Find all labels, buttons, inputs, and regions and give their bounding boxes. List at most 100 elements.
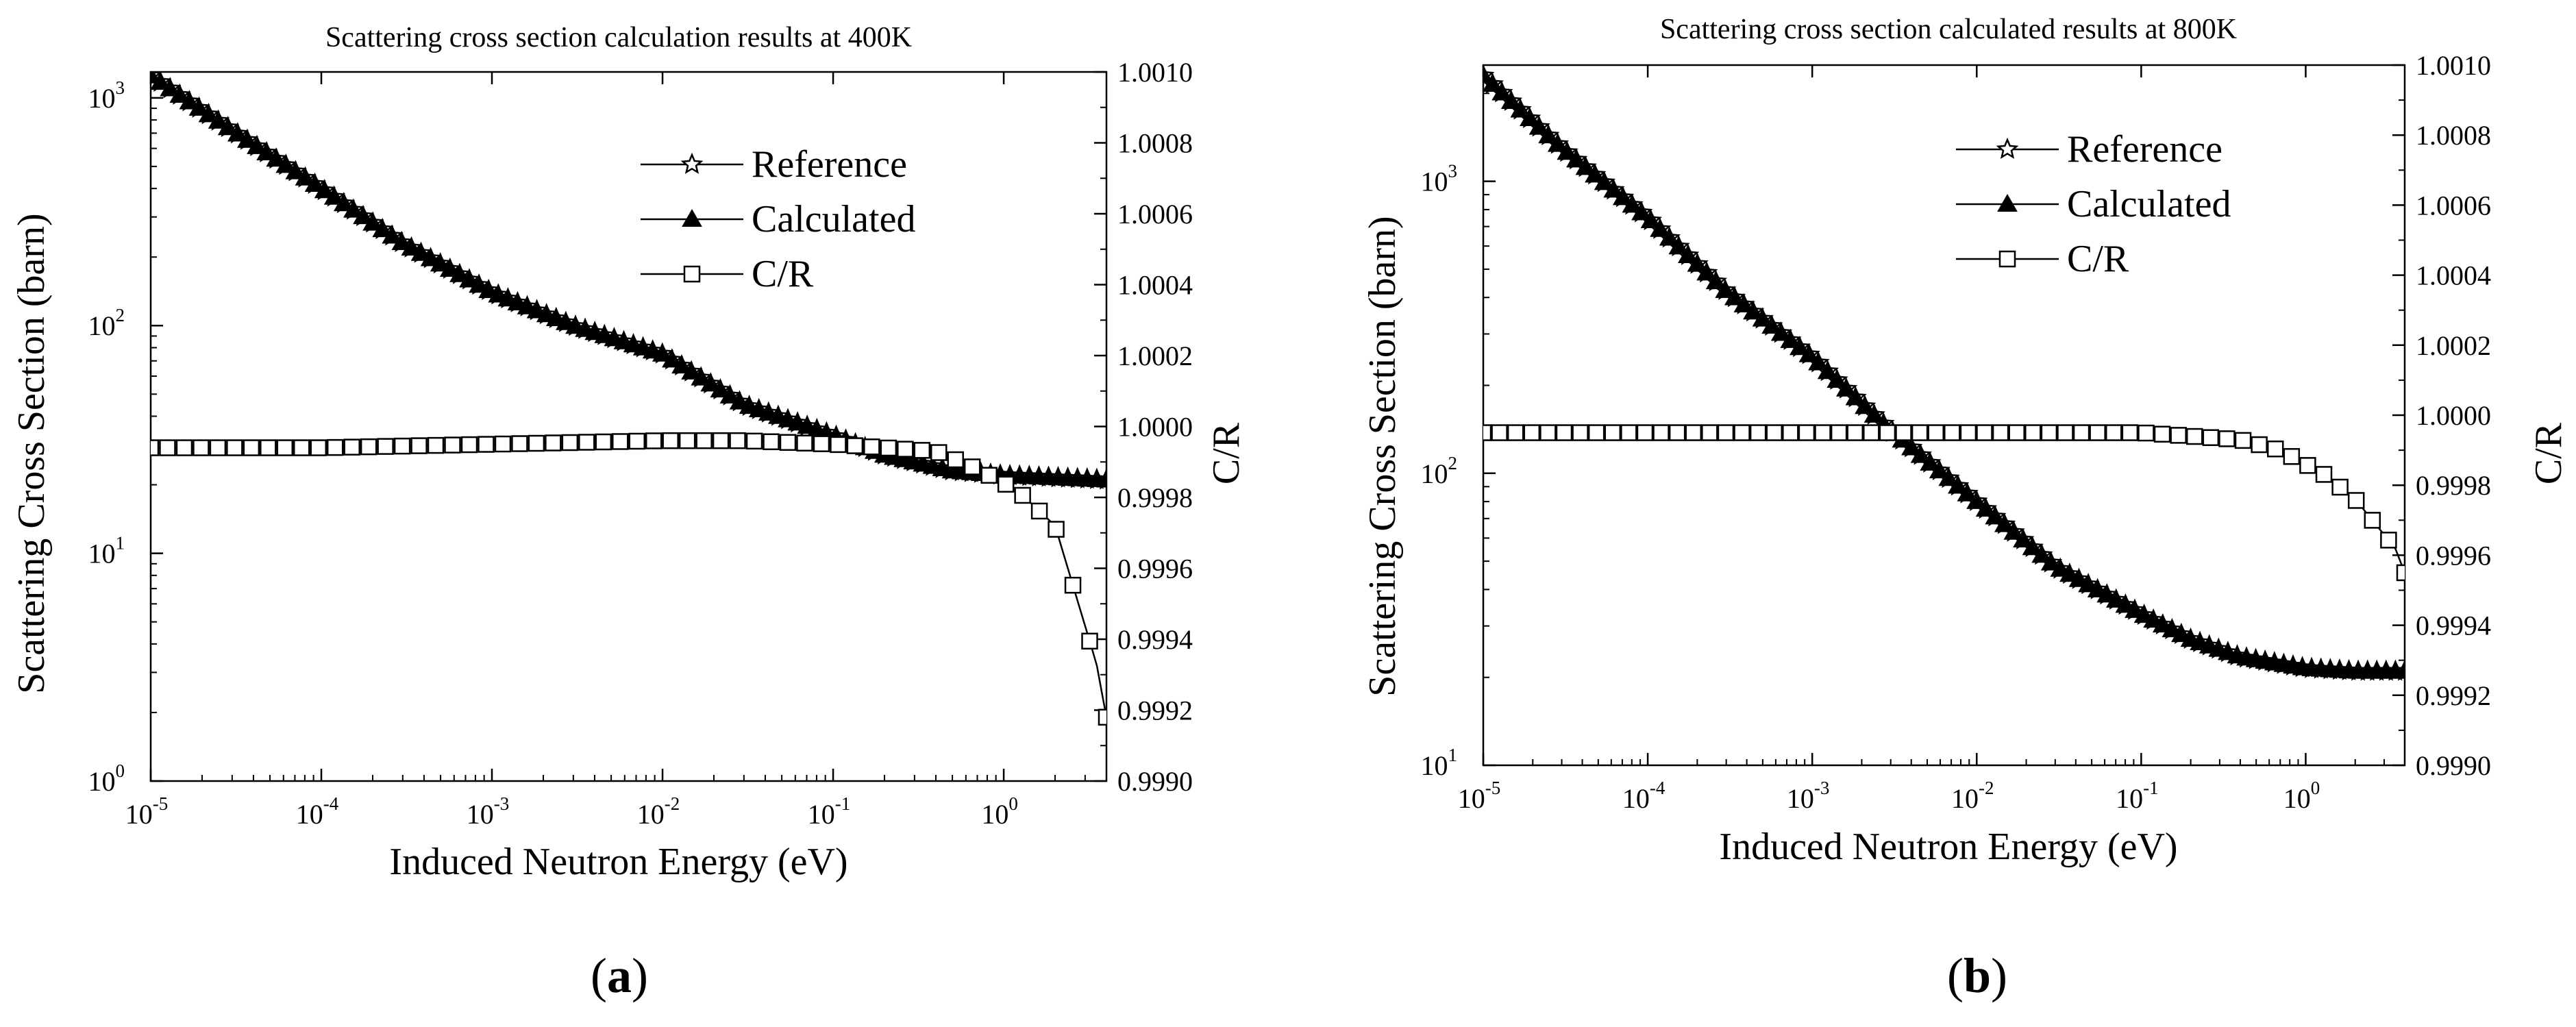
data-point xyxy=(2266,441,2284,458)
data-point xyxy=(159,439,176,456)
data-point xyxy=(449,264,470,282)
data-point xyxy=(1855,396,1875,414)
series-c-r xyxy=(151,432,1106,726)
data-point xyxy=(1863,424,1880,441)
data-point xyxy=(612,433,629,450)
series-line xyxy=(151,439,1106,718)
data-point xyxy=(295,167,316,186)
data-point xyxy=(681,361,702,380)
data-point xyxy=(275,155,297,173)
data-point xyxy=(1789,337,1810,356)
y2-tick-label: 0.9998 xyxy=(2416,470,2491,501)
data-point xyxy=(1650,219,1670,237)
x-tick-label: 10-4 xyxy=(1622,778,1665,814)
series-layer xyxy=(151,72,1106,726)
data-point xyxy=(545,434,562,451)
data-point xyxy=(1048,521,1065,538)
data-point xyxy=(880,439,897,457)
y2-axis-label: C/R xyxy=(1205,422,1248,484)
plot-area: 10-5 10-4 10-3 10-2 10-1 1001011021030.99900.… xyxy=(1421,50,2492,814)
data-point xyxy=(1975,499,1996,517)
data-point xyxy=(1491,82,1513,101)
y2-tick-label: 0.9996 xyxy=(2416,540,2491,571)
x-tick-label: 100 xyxy=(2283,778,2320,814)
y2-tick-label: 1.0010 xyxy=(1117,57,1193,88)
data-point xyxy=(662,432,679,449)
data-point xyxy=(1678,245,1698,263)
data-point xyxy=(1557,142,1578,160)
series-line xyxy=(1483,432,2405,573)
data-point xyxy=(1927,424,1944,441)
data-point xyxy=(360,438,377,456)
y2-tick-label: 0.9998 xyxy=(1117,482,1193,513)
data-point xyxy=(1014,486,1031,504)
data-point xyxy=(247,136,267,154)
data-point xyxy=(2234,432,2252,449)
data-point xyxy=(266,149,287,167)
y2-tick-label: 1.0008 xyxy=(1117,128,1193,159)
data-point xyxy=(1622,195,1643,213)
y-tick-label: 101 xyxy=(88,533,125,569)
legend-marker xyxy=(1996,137,2019,159)
data-point xyxy=(1959,424,1977,441)
series-line xyxy=(1483,75,2405,672)
data-point xyxy=(1766,424,1783,441)
legend-marker xyxy=(680,152,704,174)
data-point xyxy=(1895,424,1912,441)
y2-tick-label: 1.0006 xyxy=(2416,190,2491,221)
data-point xyxy=(310,439,327,456)
panel-label: (b) xyxy=(1947,948,2007,1003)
data-point xyxy=(645,432,662,449)
y2-axis: 0.9990 0.9992 0.9994 0.9996 0.9998 1.0000 1.00… xyxy=(2392,50,2491,781)
data-point xyxy=(897,441,914,458)
series-line xyxy=(151,75,1106,481)
data-point xyxy=(947,451,964,469)
data-point xyxy=(930,444,948,461)
data-point xyxy=(1668,424,1686,441)
y2-tick-label: 1.0000 xyxy=(2416,400,2491,431)
data-point xyxy=(511,435,528,452)
data-point xyxy=(1507,424,1524,441)
data-point xyxy=(1098,708,1106,726)
y2-tick-label: 0.9996 xyxy=(1117,554,1193,584)
legend-label: Calculated xyxy=(752,198,915,240)
data-point xyxy=(1863,404,1885,423)
data-point xyxy=(410,243,432,261)
y-axis: 100 101 102 103 xyxy=(88,77,163,797)
data-point xyxy=(1929,460,1950,479)
data-point xyxy=(2040,552,2061,571)
x-tick-label: 10-2 xyxy=(637,793,680,830)
chart-panel-a: Scattering cross section calculation res… xyxy=(10,22,1248,1003)
data-point xyxy=(1938,468,1959,486)
legend-marker xyxy=(683,265,701,283)
series-calculated xyxy=(151,72,1106,488)
data-point xyxy=(595,433,612,451)
data-point xyxy=(2185,428,2203,445)
data-point xyxy=(2331,478,2349,496)
x-axis-label: Induced Neutron Energy (eV) xyxy=(1719,826,2177,868)
x-axis: 10-5 10-4 10-3 10-2 10-1 100 xyxy=(1458,65,2405,814)
y2-tick-label: 1.0010 xyxy=(2416,50,2491,81)
data-point xyxy=(578,434,595,451)
chart-title: Scattering cross section calculation res… xyxy=(325,22,912,53)
data-point xyxy=(1631,202,1652,221)
y2-tick-label: 1.0002 xyxy=(2416,330,2491,361)
y-tick-label: 103 xyxy=(88,77,125,114)
data-point xyxy=(1520,108,1540,127)
data-point xyxy=(179,91,200,110)
data-point xyxy=(1539,424,1557,441)
data-point xyxy=(393,437,411,455)
data-point xyxy=(1901,437,1922,456)
data-point xyxy=(729,432,746,449)
data-point xyxy=(401,237,422,256)
data-point xyxy=(2022,537,2043,556)
legend-label: Reference xyxy=(752,143,907,186)
data-point xyxy=(1798,344,1820,362)
data-point xyxy=(846,437,864,454)
data-point xyxy=(1705,271,1726,290)
data-point xyxy=(430,253,451,272)
data-point xyxy=(2013,529,2033,547)
data-point xyxy=(813,435,830,452)
y-tick-label: 103 xyxy=(1421,161,1458,197)
data-point xyxy=(1483,424,1492,441)
